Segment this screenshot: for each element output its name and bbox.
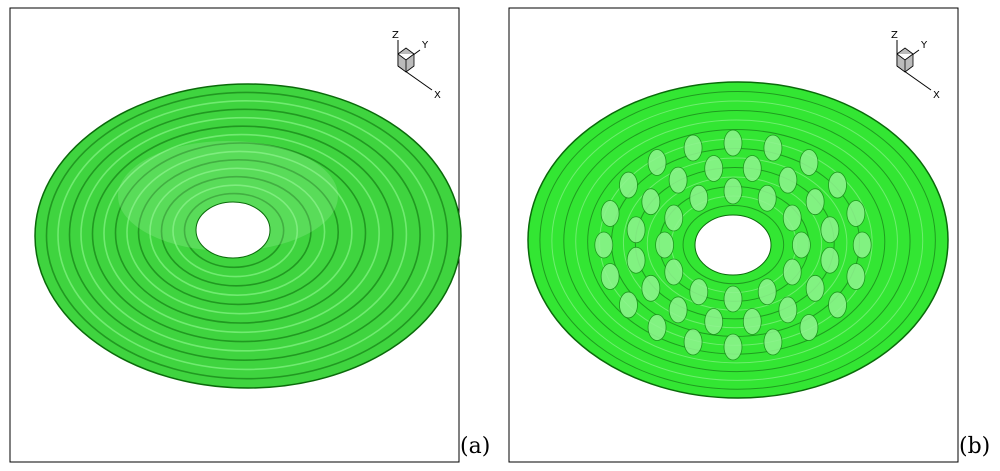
bump xyxy=(724,178,742,204)
hole xyxy=(695,215,771,275)
bump xyxy=(758,185,776,211)
bump xyxy=(690,185,708,211)
bump xyxy=(847,200,865,226)
bump xyxy=(665,259,683,285)
bump xyxy=(779,167,797,193)
bump xyxy=(806,189,824,215)
bump xyxy=(764,329,782,355)
bump xyxy=(764,135,782,161)
bump xyxy=(690,279,708,305)
bump xyxy=(783,205,801,231)
bump xyxy=(821,247,839,273)
axis-label-x: X xyxy=(933,90,940,101)
axis-label-z: Z xyxy=(891,30,898,41)
panel-label: (b) xyxy=(959,434,990,459)
bump xyxy=(829,292,847,318)
bump xyxy=(684,135,702,161)
bump xyxy=(758,279,776,305)
bump xyxy=(821,217,839,243)
bump xyxy=(800,315,818,341)
bump xyxy=(724,334,742,360)
bump xyxy=(648,315,666,341)
bump xyxy=(743,155,761,181)
bump xyxy=(642,189,660,215)
bump xyxy=(743,309,761,335)
bump xyxy=(724,130,742,156)
bump xyxy=(627,217,645,243)
bump xyxy=(853,232,871,258)
bump xyxy=(669,297,687,323)
bump xyxy=(779,297,797,323)
bump xyxy=(665,205,683,231)
bump xyxy=(595,232,613,258)
panel-label: (a) xyxy=(460,434,490,459)
bump xyxy=(627,247,645,273)
bump xyxy=(642,275,660,301)
bump xyxy=(648,149,666,175)
bump xyxy=(601,200,619,226)
bump xyxy=(684,329,702,355)
bump xyxy=(656,232,674,258)
axis-label-x: X xyxy=(434,90,441,101)
hole xyxy=(196,202,270,258)
bump xyxy=(800,149,818,175)
figure: Z Y X (a) Z Y X (b) xyxy=(0,0,1000,471)
bump xyxy=(669,167,687,193)
bump xyxy=(806,275,824,301)
bump xyxy=(705,155,723,181)
bump xyxy=(792,232,810,258)
bump xyxy=(619,172,637,198)
axis-label-y: Y xyxy=(421,40,429,51)
bump xyxy=(783,259,801,285)
axis-label-z: Z xyxy=(392,30,399,41)
bump xyxy=(724,286,742,312)
bump xyxy=(829,172,847,198)
bump xyxy=(601,264,619,290)
bump xyxy=(705,309,723,335)
bump xyxy=(847,264,865,290)
bump xyxy=(619,292,637,318)
axis-label-y: Y xyxy=(920,40,928,51)
